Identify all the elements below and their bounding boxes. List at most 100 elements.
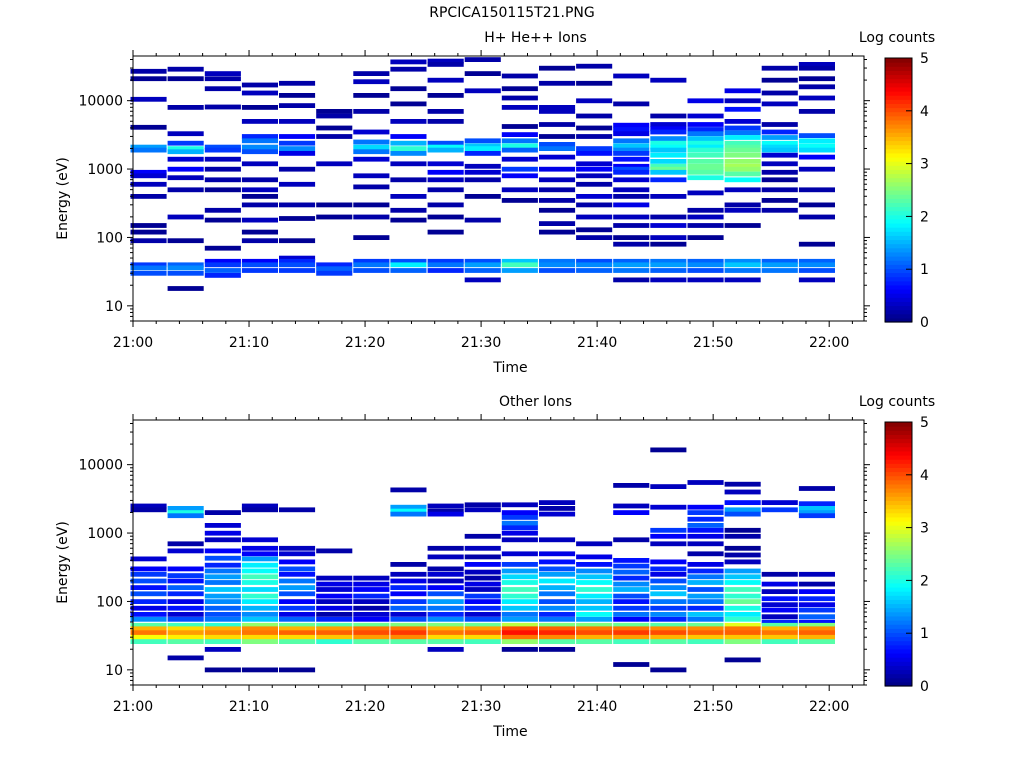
heatmap-cell (204, 156, 241, 162)
heatmap-cell (798, 138, 835, 144)
heatmap-cell (724, 130, 761, 136)
heatmap-cell (464, 587, 501, 592)
heatmap-cell (501, 630, 538, 636)
colorbar-segment (885, 95, 912, 100)
heatmap-cell (613, 605, 650, 611)
heatmap-cell (687, 163, 724, 169)
heatmap-cell (761, 187, 798, 193)
heatmap-cell (390, 161, 427, 167)
colorbar-segment (885, 541, 912, 547)
heatmap-cell (241, 268, 278, 273)
heatmap-cell (650, 166, 687, 172)
heatmap-cell (687, 551, 724, 557)
heatmap-cell (539, 187, 576, 193)
heatmap-cell (650, 223, 687, 228)
colorbar-segment (885, 554, 912, 559)
heatmap-cell (724, 163, 761, 169)
heatmap-cell (167, 166, 204, 172)
colorbar-segment (885, 58, 912, 63)
heatmap-cell (279, 559, 316, 565)
x-tick-label: 22:00 (809, 699, 849, 715)
heatmap-cell (539, 154, 576, 160)
heatmap-cell (464, 575, 501, 581)
colorbar-segment (885, 276, 912, 282)
colorbar-tick-label: 1 (920, 262, 929, 278)
heatmap-cell (241, 599, 278, 604)
heatmap-cell (501, 132, 538, 137)
heatmap-cell (427, 616, 464, 622)
heatmap-cell (464, 88, 501, 94)
colorbar-label: Log counts (859, 30, 935, 46)
heatmap-cell (501, 268, 538, 273)
colorbar-tick-label: 2 (920, 573, 929, 589)
colorbar-segment (885, 280, 912, 286)
heatmap-cell (798, 619, 835, 625)
heatmap-cell (204, 622, 241, 628)
heatmap-cell (427, 214, 464, 220)
colorbar-segment (885, 190, 912, 195)
colorbar-segment (885, 247, 912, 253)
colorbar-segment (885, 562, 912, 567)
heatmap-cell (501, 73, 538, 79)
heatmap-cell (650, 566, 687, 572)
heatmap-cell (204, 639, 241, 644)
heatmap-cell (724, 489, 761, 495)
heatmap-cell (539, 585, 576, 590)
heatmap-cell (279, 639, 316, 644)
heatmap-cell (761, 169, 798, 175)
heatmap-cell (464, 177, 501, 183)
heatmap-cell (501, 587, 538, 592)
heatmap-cell (241, 161, 278, 167)
heatmap-cell (167, 66, 204, 72)
heatmap-cell (576, 194, 613, 199)
heatmap-cell (204, 647, 241, 652)
heatmap-cell (353, 139, 390, 145)
heatmap-cell (576, 173, 613, 179)
colorbar-segment (885, 653, 912, 658)
heatmap-cell (241, 593, 278, 599)
heatmap-cell (353, 616, 390, 622)
heatmap-cell (390, 508, 427, 514)
heatmap-cell (687, 533, 724, 539)
x-tick-label: 21:00 (113, 335, 153, 351)
heatmap-cell (501, 616, 538, 622)
colorbar-segment (885, 82, 912, 88)
heatmap-cell (650, 262, 687, 268)
heatmap-cell (650, 605, 687, 611)
colorbar-segment (885, 264, 912, 269)
heatmap-cell (167, 622, 204, 628)
heatmap-cell (798, 268, 835, 273)
heatmap-cell (464, 146, 501, 151)
heatmap-cell (353, 593, 390, 599)
heatmap-cell (724, 559, 761, 565)
heatmap-cell (390, 605, 427, 611)
heatmap-cell (539, 229, 576, 235)
heatmap-cell (613, 483, 650, 488)
colorbar-segment (885, 136, 912, 142)
heatmap-cell (427, 229, 464, 235)
heatmap-cell (650, 527, 687, 533)
heatmap-cell (539, 566, 576, 572)
heatmap-cell (353, 258, 390, 264)
heatmap-cell (464, 616, 501, 622)
heatmap-cell (761, 500, 798, 505)
heatmap-cell (390, 177, 427, 183)
heatmap-cell (687, 223, 724, 228)
heatmap-cell (390, 101, 427, 107)
heatmap-cell (241, 262, 278, 268)
heatmap-cell (539, 262, 576, 268)
heatmap-cell (724, 568, 761, 574)
colorbar-tick-label: 4 (920, 104, 929, 120)
heatmap-cell (724, 277, 761, 283)
colorbar-tick-label: 1 (920, 626, 929, 642)
colorbar-segment (885, 496, 912, 501)
colorbar-segment (885, 78, 912, 84)
heatmap-cell (130, 76, 167, 82)
heatmap-cell (724, 481, 761, 487)
y-axis-label: Energy (eV) (55, 157, 71, 240)
heatmap-cell (613, 151, 650, 156)
y-tick-label: 100 (96, 594, 123, 610)
heatmap-cell (724, 639, 761, 644)
heatmap-cell (798, 630, 835, 636)
heatmap-cell (613, 169, 650, 175)
